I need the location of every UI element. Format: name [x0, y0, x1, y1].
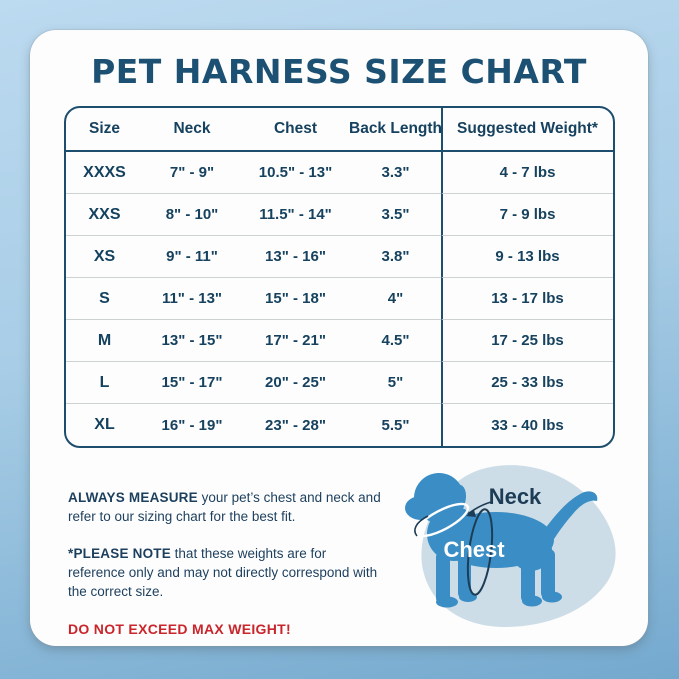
neck-value: 8" - 10": [143, 194, 241, 236]
table-row: S 11" - 13" 15" - 18" 4" 13 - 17 lbs: [65, 278, 613, 320]
table-header-row: Size Neck Chest Back Length Suggested We…: [65, 108, 613, 152]
dog-measurement-diagram: Neck Chest: [384, 456, 631, 638]
back-length-value: 4": [350, 278, 441, 320]
measure-note: ALWAYS MEASURE your pet’s chest and neck…: [68, 489, 382, 526]
chest-value: 13" - 16": [240, 236, 351, 278]
weight-value: 17 - 25 lbs: [440, 320, 613, 362]
page-title: PET HARNESS SIZE CHART: [91, 52, 587, 91]
chest-loop: [466, 508, 494, 596]
measure-note-lead: ALWAYS MEASURE: [68, 490, 198, 505]
size-value: L: [65, 362, 144, 404]
back-length-value: 5": [350, 362, 441, 404]
chest-value: 11.5" - 14": [240, 194, 351, 236]
neck-value: 15" - 17": [143, 362, 241, 404]
size-chart-table: Size Neck Chest Back Length Suggested We…: [63, 106, 615, 448]
back-length-value: 3.5": [350, 194, 441, 236]
table-row: L 15" - 17" 20" - 25" 5" 25 - 33 lbs: [65, 362, 613, 404]
infographic-card: PET HARNESS SIZE CHART Size Neck Chest B…: [30, 30, 648, 646]
neck-value: 16" - 19": [161, 416, 223, 434]
table-row: XL 16" - 19" 23" - 28" 5.5" 33 - 40 lbs: [66, 404, 613, 446]
neck-pointer-arrow: [467, 501, 492, 515]
neck-value: 9" - 11": [143, 236, 241, 278]
chest-label: Chest: [443, 537, 505, 562]
neck-value: 7" - 9": [143, 152, 241, 194]
column-header-neck: Neck: [143, 108, 241, 152]
weight-value: 4 - 7 lbs: [440, 152, 613, 194]
weight-value: 13 - 17 lbs: [440, 278, 613, 320]
notes-block: ALWAYS MEASURE your pet’s chest and neck…: [30, 448, 382, 658]
neck-label: Neck: [489, 484, 542, 509]
weight-value: 25 - 33 lbs: [440, 362, 613, 404]
size-value: XXS: [65, 194, 144, 236]
neck-loop: [414, 502, 470, 538]
size-value: M: [65, 320, 144, 362]
column-header-chest: Chest: [240, 108, 351, 152]
weight-value: 9 - 13 lbs: [440, 236, 613, 278]
back-length-value: 3.3": [350, 152, 441, 194]
column-header-size: Size: [65, 108, 144, 152]
back-length-value: 5.5": [381, 416, 410, 434]
chest-value: 20" - 25": [240, 362, 351, 404]
dog-silhouette: [405, 473, 598, 608]
weight-value: 33 - 40 lbs: [440, 404, 613, 446]
size-value: XS: [65, 236, 144, 278]
chest-value: 23" - 28": [265, 416, 326, 434]
chest-value: 17" - 21": [240, 320, 351, 362]
reference-note-lead: *PLEASE NOTE: [68, 546, 171, 562]
reference-note: *PLEASE NOTE that these weights are for …: [68, 545, 382, 601]
footer-section: ALWAYS MEASURE your pet’s chest and neck…: [30, 448, 648, 658]
table-row: XXS 8" - 10" 11.5" - 14" 3.5" 7 - 9 lbs: [65, 194, 613, 236]
table-row: XXXS 7" - 9" 10.5" - 13" 3.3" 4 - 7 lbs: [65, 152, 613, 194]
dog-illustration: Neck Chest: [405, 465, 616, 627]
size-value: XXXS: [65, 152, 144, 194]
column-header-back-length: Back Length: [349, 108, 442, 152]
weight-value: 7 - 9 lbs: [440, 194, 613, 236]
neck-value: 13" - 15": [143, 320, 241, 362]
neck-value: 11" - 13": [143, 278, 241, 320]
column-header-suggested-weight: Suggested Weight*: [440, 108, 613, 152]
table-row: M 13" - 15" 17" - 21" 4.5" 17 - 25 lbs: [65, 320, 613, 362]
size-value: S: [65, 278, 144, 320]
back-length-value: 3.8": [350, 236, 441, 278]
size-value: XL: [94, 416, 115, 433]
measure-note-text: your pet’s chest and neck and refer to o…: [68, 490, 381, 524]
chest-value: 15" - 18": [240, 278, 351, 320]
table-row: XS 9" - 11" 13" - 16" 3.8" 9 - 13 lbs: [65, 236, 613, 278]
neck-pointer-arrowhead: [466, 510, 476, 517]
back-length-value: 4.5": [350, 320, 441, 362]
neck-loop-shadow: [414, 515, 429, 537]
max-weight-warning: DO NOT EXCEED MAX WEIGHT!: [68, 621, 291, 638]
chest-value: 10.5" - 13": [240, 152, 351, 194]
reference-note-text: that these weights are for reference onl…: [68, 546, 378, 599]
